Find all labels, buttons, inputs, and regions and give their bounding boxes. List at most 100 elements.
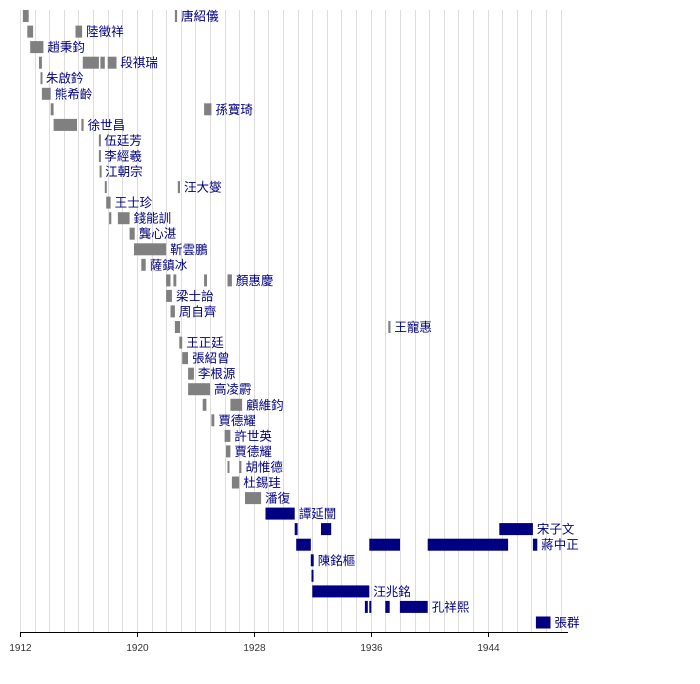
timeline-bar — [166, 274, 171, 287]
timeline-bar — [99, 165, 102, 178]
timeline-bar — [134, 243, 167, 256]
row-label: 汪兆銘 — [373, 584, 411, 599]
timeline-bar — [369, 538, 400, 551]
row-label: 孔祥熙 — [432, 599, 470, 614]
row-label: 張群 — [555, 615, 581, 630]
timeline-bar — [535, 616, 551, 629]
timeline-bar — [321, 523, 332, 536]
row-label: 蔣中正 — [541, 537, 579, 552]
timeline-bar — [499, 523, 533, 536]
timeline-bar — [81, 118, 84, 131]
row-label: 陳銘樞 — [318, 553, 356, 568]
row-label: 李經羲 — [104, 149, 142, 164]
row-label: 李根源 — [198, 366, 236, 381]
timeline-bar — [188, 383, 210, 396]
timeline-bar — [141, 258, 146, 271]
row-label: 朱啟鈐 — [46, 71, 84, 86]
row-label: 張紹曾 — [192, 351, 230, 366]
timeline-bar — [106, 196, 111, 209]
timeline-bar — [427, 538, 509, 551]
timeline-bar — [532, 538, 538, 551]
timeline-bar — [188, 367, 194, 380]
row-label: 王正廷 — [186, 335, 224, 350]
row-label: 顏惠慶 — [236, 273, 274, 288]
row-label: 薩鎮冰 — [150, 257, 188, 272]
timeline-bar — [27, 25, 34, 38]
timeline-bar — [204, 274, 207, 287]
row-label: 王寵惠 — [394, 320, 432, 335]
timeline-bar — [226, 445, 231, 458]
row-label: 唐紹儀 — [181, 9, 219, 24]
timeline-bar — [369, 600, 372, 613]
timeline-bar — [40, 72, 43, 85]
timeline-bar — [41, 87, 51, 100]
row-label: 龔心湛 — [139, 226, 177, 241]
row-label: 段祺瑞 — [120, 55, 158, 70]
timeline-bar — [39, 56, 42, 69]
timeline-bar — [100, 56, 105, 69]
timeline-bar — [211, 414, 215, 427]
row-label: 杜錫珪 — [243, 475, 281, 490]
row-label: 許世英 — [234, 428, 272, 443]
timeline-bar — [182, 352, 188, 365]
timeline-bar — [224, 429, 231, 442]
row-label: 譚延闓 — [299, 506, 337, 521]
timeline-bar — [399, 600, 428, 613]
row-label: 伍廷芳 — [104, 133, 142, 148]
timeline-bar — [296, 538, 311, 551]
timeline-bar — [294, 523, 298, 536]
row-label: 潘復 — [265, 491, 291, 506]
row-label: 梁士詒 — [176, 288, 214, 303]
row-label: 高凌霨 — [214, 382, 252, 397]
x-tick-label: 1936 — [360, 643, 383, 654]
row-label: 趙秉鈞 — [47, 40, 85, 55]
row-label: 顧維鈞 — [246, 397, 284, 412]
timeline-bar — [179, 336, 183, 349]
timeline-bar — [109, 212, 112, 225]
row-label: 徐世昌 — [88, 117, 126, 132]
timeline-bar — [204, 103, 212, 116]
timeline-bar — [30, 41, 44, 54]
timeline-bar — [227, 274, 232, 287]
row-label: 賈德耀 — [234, 444, 272, 459]
timeline-bar — [50, 103, 54, 116]
timeline-bar — [174, 10, 178, 22]
timeline-bar — [364, 600, 368, 613]
timeline-bar — [231, 476, 240, 489]
row-label: 宋子文 — [537, 522, 575, 537]
timeline-bar — [227, 461, 230, 473]
row-label: 周自齊 — [179, 304, 217, 319]
timeline-bar — [129, 227, 135, 240]
row-label: 胡惟德 — [245, 460, 283, 475]
row-label: 王士珍 — [115, 195, 153, 210]
timeline-bar — [170, 305, 175, 318]
timeline-bar — [98, 134, 101, 147]
timeline-bar — [117, 212, 130, 225]
timeline-bar — [230, 398, 243, 411]
row-label: 孫寶琦 — [215, 102, 253, 117]
timeline-bar — [82, 56, 99, 69]
timeline-bar — [310, 554, 314, 567]
timeline-bar — [311, 569, 314, 582]
timeline-bar — [177, 181, 180, 194]
timeline-bar — [312, 585, 370, 598]
timeline-bar — [245, 492, 262, 505]
timeline-bar — [53, 118, 77, 131]
timeline-bar — [385, 600, 390, 613]
x-tick-label: 1920 — [126, 643, 149, 654]
timeline-bar — [75, 25, 83, 38]
timeline-bar — [104, 181, 107, 194]
timeline-bar — [239, 461, 242, 473]
row-label: 熊希齡 — [55, 86, 93, 101]
timeline-bar — [174, 321, 180, 333]
row-label: 錢能訓 — [134, 211, 172, 226]
x-tick-label: 1944 — [477, 643, 500, 654]
timeline-bar — [98, 150, 101, 162]
timeline-bar — [173, 274, 177, 287]
timeline-bar — [388, 321, 391, 333]
timeline-bar — [107, 56, 117, 69]
row-label: 靳雲鵬 — [170, 242, 208, 257]
x-tick-label: 1928 — [243, 643, 266, 654]
row-label: 汪大燮 — [184, 180, 222, 195]
